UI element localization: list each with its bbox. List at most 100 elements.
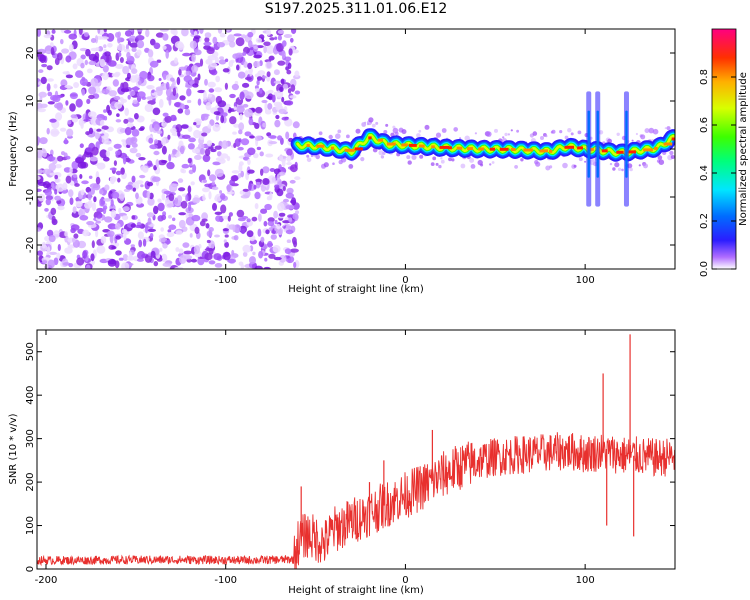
bottom-ylabel: SNR (10 * v/v) xyxy=(8,413,19,484)
signal-fringe xyxy=(540,136,544,140)
noise-blob xyxy=(156,130,163,135)
noise-blob xyxy=(214,195,222,202)
noise-blob xyxy=(268,55,275,61)
noise-blob xyxy=(187,143,195,150)
noise-blob xyxy=(54,188,58,195)
noise-blob xyxy=(82,229,90,237)
signal-fringe xyxy=(616,132,620,136)
noise-blob xyxy=(75,70,84,78)
noise-blob xyxy=(268,253,276,259)
noise-blob xyxy=(162,33,169,41)
signal-fringe xyxy=(614,162,620,168)
noise-blob xyxy=(68,263,74,268)
signal-fringe xyxy=(535,161,541,167)
noise-blob xyxy=(247,158,251,166)
noise-blob xyxy=(140,165,149,172)
signal-fringe xyxy=(355,128,361,134)
noise-blob xyxy=(37,250,43,256)
signal-peak xyxy=(549,149,553,153)
signal-peak xyxy=(408,143,417,147)
noise-blob xyxy=(37,181,47,186)
noise-blob xyxy=(282,40,287,47)
noise-blob xyxy=(192,197,201,204)
noise-blob xyxy=(204,78,208,86)
noise-blob xyxy=(259,89,263,94)
noise-blob xyxy=(147,49,154,58)
noise-blob xyxy=(115,170,122,176)
noise-blob xyxy=(281,159,286,167)
noise-blob xyxy=(288,48,293,56)
noise-blob xyxy=(288,217,293,223)
noise-blob xyxy=(114,222,121,230)
noise-blob xyxy=(230,175,239,182)
noise-blob xyxy=(253,184,257,190)
noise-blob xyxy=(176,76,181,86)
top-ytick-label: 0 xyxy=(25,146,36,152)
signal-fringe xyxy=(510,129,513,132)
noise-blob xyxy=(193,245,200,255)
noise-blob xyxy=(131,175,136,183)
noise-blob xyxy=(64,29,72,34)
noise-blob xyxy=(88,86,97,95)
noise-blob xyxy=(256,146,262,151)
noise-blob xyxy=(240,228,246,235)
noise-blob xyxy=(135,192,139,200)
noise-blob xyxy=(191,214,201,222)
noise-blob xyxy=(208,227,214,232)
noise-blob xyxy=(189,233,193,238)
noise-blob xyxy=(96,245,106,254)
noise-blob xyxy=(239,113,243,121)
chart-title: S197.2025.311.01.06.E12 xyxy=(264,1,448,17)
noise-blob xyxy=(199,29,204,34)
bottom-xlabel: Height of straight line (km) xyxy=(288,585,424,596)
colorbar-tick-label: 0.4 xyxy=(699,165,710,181)
noise-blob xyxy=(178,219,186,229)
noise-blob xyxy=(37,202,42,207)
noise-blob xyxy=(99,188,103,194)
noise-blob xyxy=(278,108,287,115)
noise-blob xyxy=(239,161,244,166)
noise-blob xyxy=(287,88,292,94)
noise-blob xyxy=(165,50,169,59)
noise-blob xyxy=(160,227,164,232)
noise-blob xyxy=(225,103,231,108)
noise-blob xyxy=(203,41,212,46)
noise-blob xyxy=(146,190,151,199)
noise-blob xyxy=(97,46,104,52)
noise-blob xyxy=(137,251,146,260)
noise-blob xyxy=(221,140,229,149)
noise-blob xyxy=(125,137,134,146)
noise-blob xyxy=(222,228,229,232)
signal-fringe xyxy=(577,130,582,135)
noise-blob xyxy=(247,169,255,174)
noise-blob xyxy=(162,262,172,267)
noise-blob xyxy=(57,244,61,251)
noise-blob xyxy=(129,147,138,154)
noise-blob xyxy=(179,145,185,155)
noise-blob xyxy=(111,246,117,250)
noise-blob xyxy=(106,33,115,42)
noise-blob xyxy=(205,102,212,111)
noise-blob xyxy=(286,155,292,162)
noise-blob xyxy=(44,208,49,212)
noise-blob xyxy=(157,202,165,212)
noise-blob xyxy=(120,87,130,93)
noise-blob xyxy=(226,29,230,32)
noise-blob xyxy=(286,162,292,166)
noise-blob xyxy=(217,151,222,157)
signal-peak xyxy=(601,149,608,153)
noise-blob xyxy=(261,75,267,79)
noise-blob xyxy=(178,187,186,192)
noise-blob xyxy=(262,166,270,174)
noise-blob xyxy=(231,249,235,256)
noise-blob xyxy=(128,118,135,123)
noise-blob xyxy=(105,150,111,157)
noise-blob xyxy=(282,220,291,224)
noise-blob xyxy=(282,185,286,192)
noise-blob xyxy=(68,44,74,52)
signal-fringe xyxy=(440,159,445,164)
noise-blob xyxy=(125,184,133,190)
noise-blob xyxy=(206,140,213,147)
noise-blob xyxy=(225,58,229,63)
noise-blob xyxy=(223,251,231,261)
